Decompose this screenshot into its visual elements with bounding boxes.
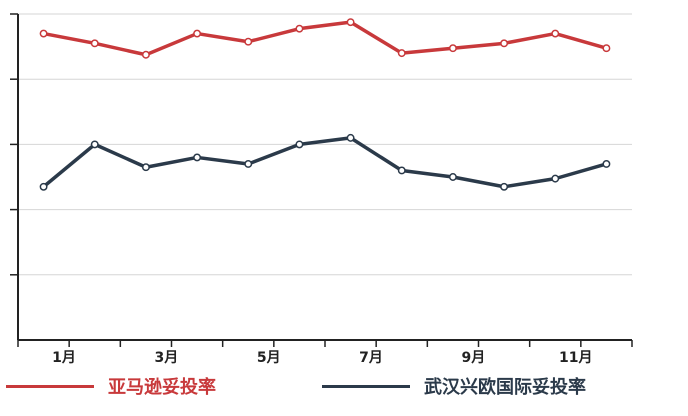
data-point	[39, 29, 48, 38]
series-line-0	[43, 20, 607, 57]
legend-swatch-wuhan-xingou	[322, 384, 410, 388]
data-point	[193, 29, 202, 38]
x-ticks: 1月 3月 5月 7月 9月 11月	[17, 340, 633, 366]
data-point	[551, 174, 560, 183]
axes	[17, 14, 632, 341]
legend-label-amazon: 亚马逊妥投率	[108, 377, 216, 398]
legend-item-amazon: 亚马逊妥投率	[6, 372, 216, 400]
legend-item-wuhan-xingou: 武汉兴欧国际妥投率	[322, 372, 586, 400]
data-point	[346, 18, 355, 27]
x-tick-label: 9月	[462, 350, 486, 366]
x-tick-label: 1月	[52, 350, 76, 366]
data-point	[602, 160, 611, 168]
x-tick-label: 7月	[359, 350, 383, 366]
data-point	[141, 163, 150, 172]
data-point	[346, 133, 355, 142]
series-lines	[39, 18, 611, 191]
data-point	[90, 39, 99, 48]
data-point	[244, 160, 253, 168]
data-point	[90, 140, 99, 149]
gridlines	[10, 13, 632, 276]
series-line-1	[42, 136, 607, 189]
data-point	[448, 173, 457, 181]
data-point	[500, 39, 509, 48]
data-point	[397, 49, 406, 58]
data-point	[500, 182, 509, 191]
x-tick-label: 11月	[559, 350, 592, 366]
legend-label-wuhan-xingou: 武汉兴欧国际妥投率	[424, 377, 586, 398]
data-point	[602, 44, 611, 53]
legend-swatch-amazon	[6, 384, 94, 388]
data-point	[551, 29, 560, 38]
data-point	[448, 44, 457, 53]
data-point	[397, 166, 406, 175]
data-point	[295, 140, 304, 149]
data-point	[295, 24, 304, 33]
x-tick-label: 5月	[257, 350, 281, 366]
data-point	[244, 37, 253, 46]
data-point	[193, 153, 202, 162]
x-tick-label: 3月	[155, 350, 179, 366]
data-point	[39, 182, 48, 191]
data-point	[141, 50, 150, 59]
